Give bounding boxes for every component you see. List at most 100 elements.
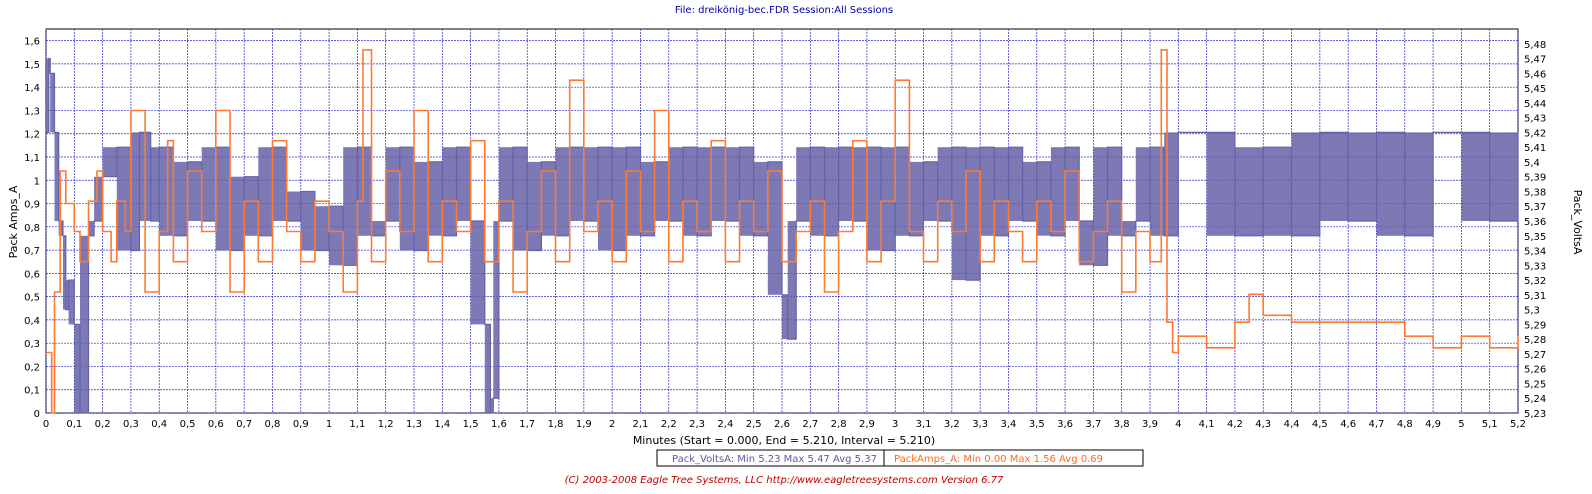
x-tick-label: 3,6 [1057,419,1073,430]
x-tick-label: 4,6 [1340,419,1356,430]
x-tick-label: 0,6 [208,419,224,430]
y-left-tick-label: 0,8 [24,223,40,234]
volts-band [1121,221,1136,236]
volts-band [824,147,839,236]
volts-band [1263,147,1292,236]
volts-band [1107,147,1122,236]
x-tick-label: 0,9 [293,419,309,430]
volts-band [1291,132,1320,236]
y-left-tick-label: 1,2 [24,130,40,141]
volts-band [513,147,528,251]
x-tick-label: 1,6 [491,419,507,430]
volts-band [74,324,80,413]
volts-band [357,147,372,236]
y-right-tick-label: 5,35 [1524,232,1546,243]
volts-band [94,176,103,221]
volts-band [1489,132,1518,221]
y-left-tick-label: 0,3 [24,339,40,350]
volts-band [1234,147,1264,236]
y-right-tick-label: 5,39 [1524,173,1546,184]
y-left-tick-label: 0,1 [24,386,40,397]
y-right-tick-label: 5,24 [1524,394,1546,405]
legend-frame [656,449,1144,467]
volts-band [414,161,429,251]
y-right-tick-label: 5,34 [1524,247,1546,258]
y-right-tick-label: 5,42 [1524,128,1546,139]
y-left-tick-label: 1,3 [24,106,40,117]
volts-band [895,147,910,236]
volts-band [787,221,797,340]
volts-band [150,147,160,221]
volts-band [994,147,1009,236]
volts-band [555,147,570,236]
x-tick-label: 4,5 [1312,419,1328,430]
amps-series-layer [46,49,1519,414]
volts-band [626,147,641,236]
volts-band [68,280,75,325]
x-tick-label: 1,5 [463,419,479,430]
x-tick-label: 0 [43,419,49,430]
volts-band [1093,147,1108,266]
y-right-tick-label: 5,38 [1524,187,1546,198]
volts-band [50,73,55,133]
volts-band [640,161,655,236]
volts-band [159,147,174,236]
y-left-tick-label: 0,7 [24,246,40,257]
x-tick-label: 2,8 [831,419,847,430]
x-tick-label: 3,1 [916,419,932,430]
tick-labels: 0 0,1 0,2 0,3 0,4 0,5 0,6 0,7 0,8 0,9 1 1,1 1,2 1,3 1,… [24,37,1546,430]
x-tick-label: 1,9 [576,419,592,430]
volts-band [286,191,301,221]
volts-band [654,161,669,221]
y-right-tick-label: 5,4 [1524,158,1540,169]
volts-band [54,132,59,221]
x-tick-label: 3,2 [944,419,960,430]
y-right-tick-label: 5,41 [1524,143,1546,154]
legend-volts-label: Pack_VoltsA: Min 5.23 Max 5.47 Avg 5.37 [672,454,877,465]
x-tick-label: 3,8 [1114,419,1130,430]
volts-band [881,147,896,251]
x-tick-label: 0,4 [151,419,167,430]
x-tick-label: 5,1 [1482,419,1498,430]
chart-title: File: dreikönig-bec.FDR Session:All Sess… [675,5,893,16]
y-right-tick-label: 5,33 [1524,261,1546,272]
volts-band [1376,132,1405,236]
volts-band [442,147,457,236]
x-tick-label: 2,2 [661,419,677,430]
y-right-tick-label: 5,23 [1524,409,1546,420]
y-right-tick-label: 5,47 [1524,55,1546,66]
x-tick-label: 2,9 [859,419,875,430]
volts-band [1348,132,1377,221]
y-right-tick-label: 5,28 [1524,335,1546,346]
volts-band [951,147,966,281]
volts-band [527,161,542,251]
volts-band [498,147,514,221]
volts-band [852,147,867,221]
x-tick-label: 4,3 [1255,419,1271,430]
volts-band [258,147,273,236]
volts-band [385,147,400,221]
y-right-tick-label: 5,43 [1524,114,1546,125]
volts-band [739,147,754,236]
y-right-tick-label: 5,45 [1524,84,1546,95]
volts-band [173,161,188,236]
volts-band [65,280,69,310]
y-right-tick-label: 5,31 [1524,291,1546,302]
y-right-tick-label: 5,36 [1524,217,1546,228]
volts-band [682,147,698,236]
y-right-tick-label: 5,44 [1524,99,1546,110]
volts-band [428,161,443,236]
x-tick-label: 4,9 [1425,419,1441,430]
volts-band [1404,132,1434,236]
y-left-tick-label: 1,1 [24,153,40,164]
y-right-tick-label: 5,32 [1524,276,1546,287]
volts-band [782,294,788,340]
volts-band [116,147,131,251]
volts-band [399,147,414,251]
x-tick-label: 1,1 [349,419,365,430]
volts-band [1178,132,1207,133]
volts-band [1319,132,1349,221]
volts-band [810,147,825,236]
